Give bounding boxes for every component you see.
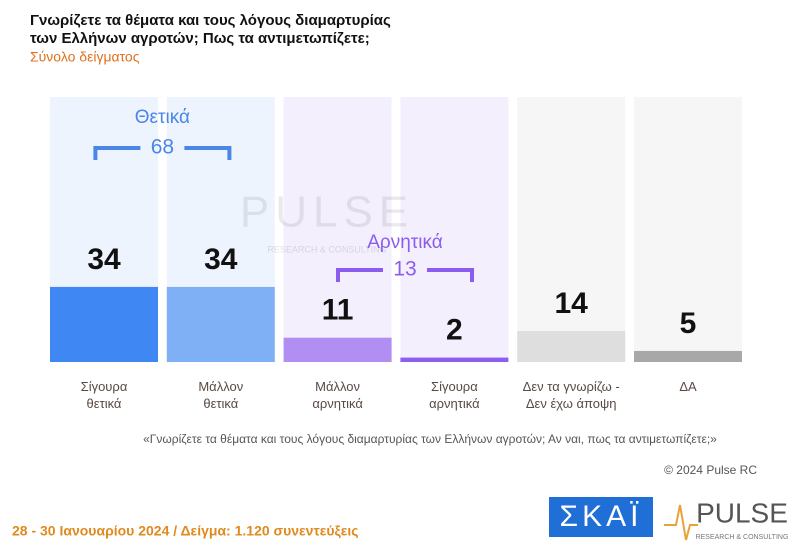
copyright: © 2024 Pulse RC: [664, 463, 757, 477]
bracket: [336, 268, 383, 282]
group-label: Θετικά: [135, 107, 190, 128]
bar: [166, 286, 275, 362]
x-tick-label: Δεν τα γνωρίζω -Δεν έχω άποψη: [523, 379, 620, 411]
value-label: 34: [87, 243, 121, 276]
note: «Γνωρίζετε τα θέματα και τους λόγους δια…: [143, 432, 717, 446]
column-background: [634, 97, 742, 362]
logo: ΣΚΑΪ: [560, 500, 643, 533]
watermark: PULSE: [240, 188, 414, 237]
bracket: [427, 268, 474, 282]
group-total: 13: [393, 258, 416, 281]
bar: [634, 350, 742, 362]
group-total: 68: [151, 136, 174, 159]
bracket: [184, 146, 232, 160]
logo: RESEARCH & CONSULTING: [696, 534, 789, 541]
column-background: [283, 97, 392, 362]
value-label: 34: [204, 243, 238, 276]
chart-title: των Ελλήνων αγροτών; Πως τα αντιμετωπίζε…: [30, 30, 370, 47]
logo-box: [549, 497, 653, 537]
logo-pulse-line: [664, 504, 698, 541]
value-label: 2: [446, 314, 463, 347]
chart-subtitle: Σύνολο δείγματος: [30, 49, 140, 65]
bar: [50, 286, 158, 362]
bracket: [93, 146, 141, 160]
x-tick-label: Μάλλον θετικά: [198, 379, 243, 411]
group-label: Αρνητικά: [367, 232, 443, 253]
bar: [400, 357, 509, 362]
value-label: 5: [680, 307, 697, 340]
footer: 28 - 30 Ιανουαρίου 2024 / Δείγμα: 1.120 …: [12, 523, 359, 539]
x-tick-label: Μάλλον αρνητικά: [312, 379, 363, 411]
column-background: [400, 97, 509, 362]
chart-title: Γνωρίζετε τα θέματα και τους λόγους διαμ…: [30, 12, 391, 29]
watermark: RESEARCH & CONSULTING: [267, 244, 386, 254]
column-background: [517, 97, 626, 362]
x-tick-label: ΔΑ: [679, 379, 697, 394]
value-label: 14: [555, 287, 589, 320]
bar: [517, 331, 626, 362]
x-tick-label: Σίγουρα αρνητικά: [429, 379, 480, 411]
x-tick-label: Σίγουρα θετικά: [81, 379, 128, 411]
value-label: 11: [322, 294, 354, 327]
bar: [283, 337, 392, 362]
logo: PULSE: [696, 497, 788, 528]
